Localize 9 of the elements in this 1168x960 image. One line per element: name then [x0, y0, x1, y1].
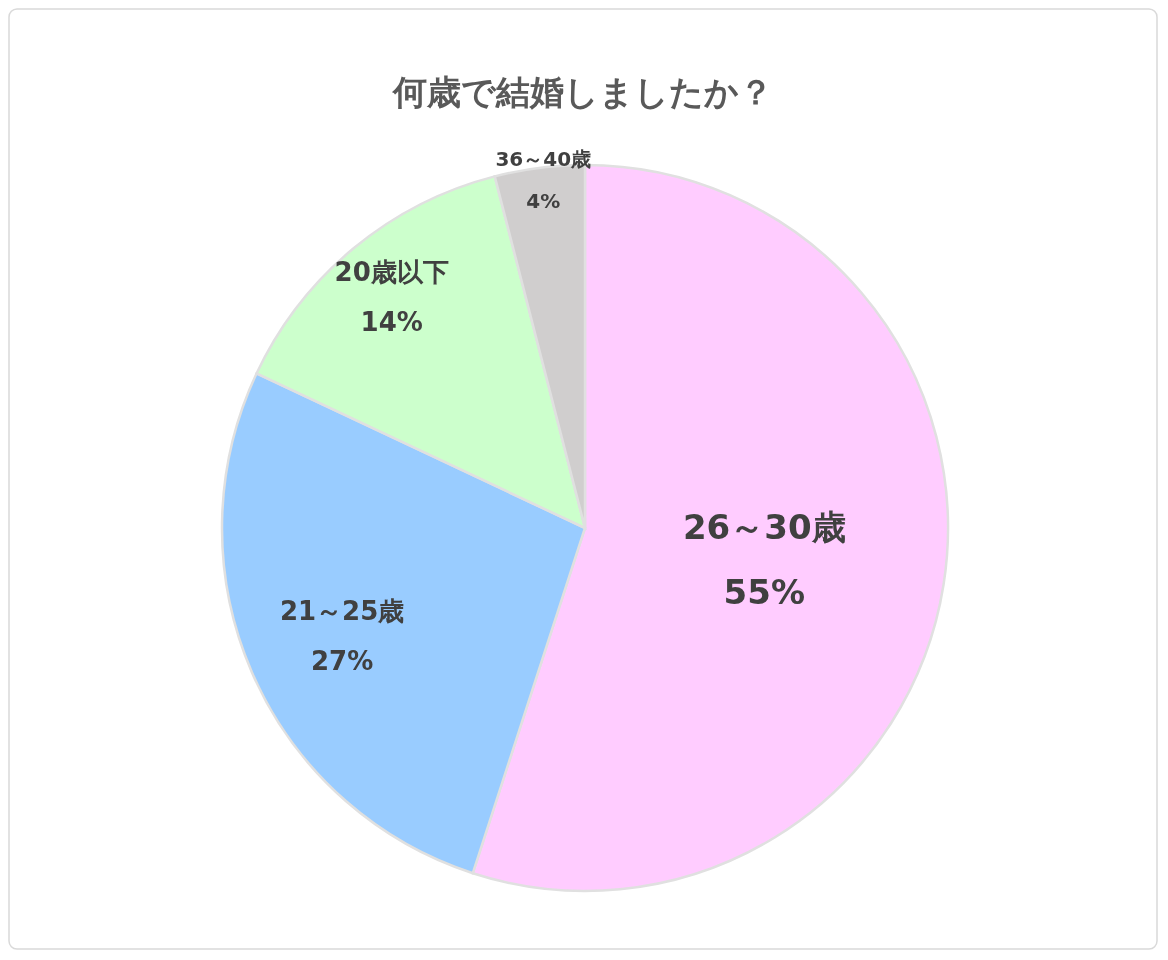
chart-title: 何歳で結婚しましたか？ — [391, 72, 773, 112]
data-label: 27% — [310, 645, 374, 676]
data-label: 14% — [360, 306, 423, 337]
data-label: 4% — [526, 188, 561, 213]
slice-label: 21～25歳 — [279, 596, 405, 627]
slice-label: 26～30歳 — [682, 507, 846, 548]
slice-label: 36～40歳 — [495, 146, 592, 171]
data-label: 55% — [723, 571, 805, 612]
slice-label: 20歳以下 — [334, 257, 449, 288]
